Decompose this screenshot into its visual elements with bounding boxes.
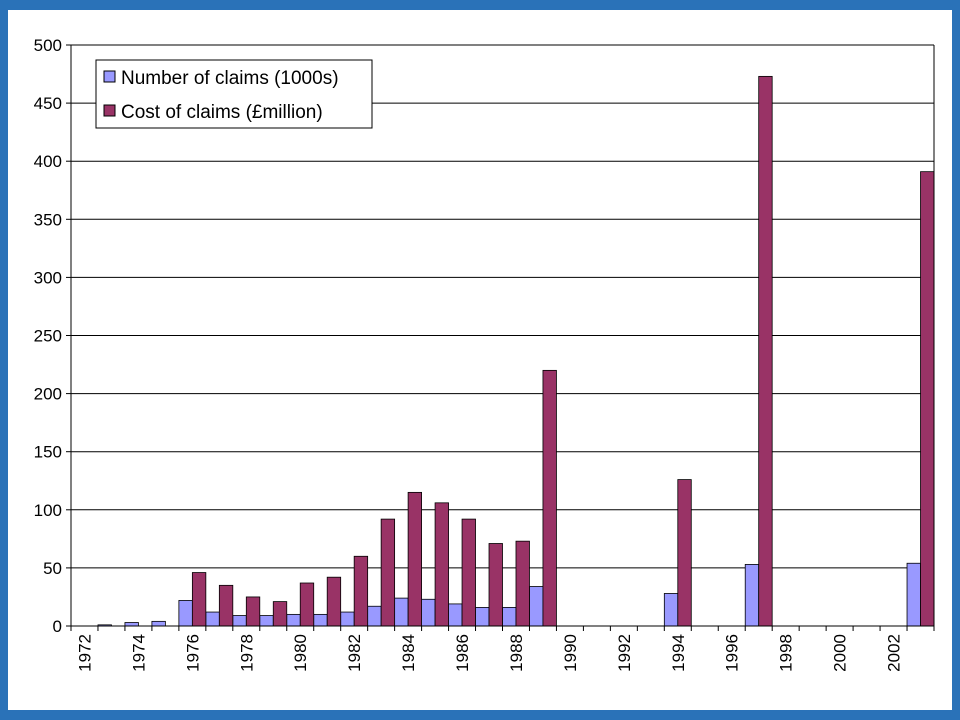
bar-cost <box>542 369 557 627</box>
bar-claims <box>421 598 436 627</box>
bar-cost <box>407 491 422 627</box>
bar-cost <box>515 540 530 627</box>
y-tick-label: 0 <box>53 617 62 636</box>
y-tick-label: 250 <box>34 327 62 346</box>
bar-claims <box>475 607 490 627</box>
bar-cost <box>245 596 261 627</box>
chart-legend: Number of claims (1000s) Cost of claims … <box>95 59 373 129</box>
y-tick-label: 450 <box>34 94 62 113</box>
bar-cost <box>758 75 773 627</box>
x-tick-label: 1990 <box>561 634 580 672</box>
bar-cost <box>218 584 234 627</box>
bar-cost <box>191 572 207 627</box>
y-tick-label: 50 <box>43 559 62 578</box>
bars <box>97 75 935 627</box>
bar-claims <box>124 622 139 627</box>
x-tick-label: 1986 <box>453 634 472 672</box>
legend-swatch-cost <box>103 104 116 117</box>
bar-cost <box>434 502 449 627</box>
bar-cost <box>353 555 369 627</box>
y-tick-label: 150 <box>34 443 62 462</box>
bar-cost <box>677 479 692 627</box>
x-tick-label: 2000 <box>831 634 850 672</box>
bar-claims <box>663 593 679 627</box>
slide-canvas: 0 50 100 150 200 250 300 350 400 450 500 1972 1974 1… <box>8 10 952 710</box>
y-tick-label: 350 <box>34 210 62 229</box>
x-tick-label: 1998 <box>777 634 796 672</box>
y-axis-ticks: 0 50 100 150 200 250 300 350 400 450 500 <box>34 36 71 636</box>
x-tick-label: 1972 <box>75 634 94 672</box>
bar-claims <box>313 613 328 627</box>
bar-cost <box>461 518 476 627</box>
legend-label-cost: Cost of claims (£million) <box>121 102 323 123</box>
bar-claims <box>394 597 409 627</box>
bar-cost <box>380 518 396 627</box>
y-tick-label: 200 <box>34 385 62 404</box>
x-tick-label: 1992 <box>615 634 634 672</box>
legend-box <box>95 59 373 129</box>
bar-claims <box>340 611 355 627</box>
x-tick-label: 1974 <box>129 634 148 672</box>
legend-swatch-claims <box>103 70 116 83</box>
x-tick-label: 2002 <box>885 634 904 672</box>
bar-claims <box>178 600 193 627</box>
bar-cost <box>299 582 315 627</box>
x-tick-label: 1994 <box>669 634 688 672</box>
bar-claims <box>259 615 274 627</box>
x-tick-label: 1980 <box>291 634 310 672</box>
y-tick-label: 500 <box>34 36 62 55</box>
bar-claims <box>744 564 760 627</box>
y-tick-label: 300 <box>34 268 62 287</box>
bar-claims <box>529 586 544 627</box>
legend-label-claims: Number of claims (1000s) <box>121 68 339 89</box>
bar-claims <box>232 615 247 627</box>
bar-claims <box>286 613 301 627</box>
y-tick-label: 100 <box>34 501 62 520</box>
x-tick-label: 1976 <box>183 634 202 672</box>
x-tick-label: 1984 <box>399 634 418 672</box>
x-tick-label: 1988 <box>507 634 526 672</box>
bar-claims <box>502 607 517 627</box>
bar-claims <box>367 605 382 627</box>
bar-claims <box>906 562 921 627</box>
bar-cost <box>488 543 503 627</box>
bar-cost <box>272 601 288 627</box>
x-tick-label: 1982 <box>345 634 364 672</box>
y-tick-label: 400 <box>34 152 62 171</box>
bar-claims <box>448 603 463 627</box>
bar-cost <box>920 171 935 627</box>
bar-cost <box>326 576 342 627</box>
x-tick-label: 1996 <box>723 634 742 672</box>
x-tick-label: 1978 <box>237 634 256 672</box>
bar-claims <box>151 620 166 627</box>
x-axis-ticks: 1972 1974 1976 1978 1980 1982 1984 1986 1988 1990… <box>70 626 935 672</box>
bar-claims <box>205 611 220 627</box>
